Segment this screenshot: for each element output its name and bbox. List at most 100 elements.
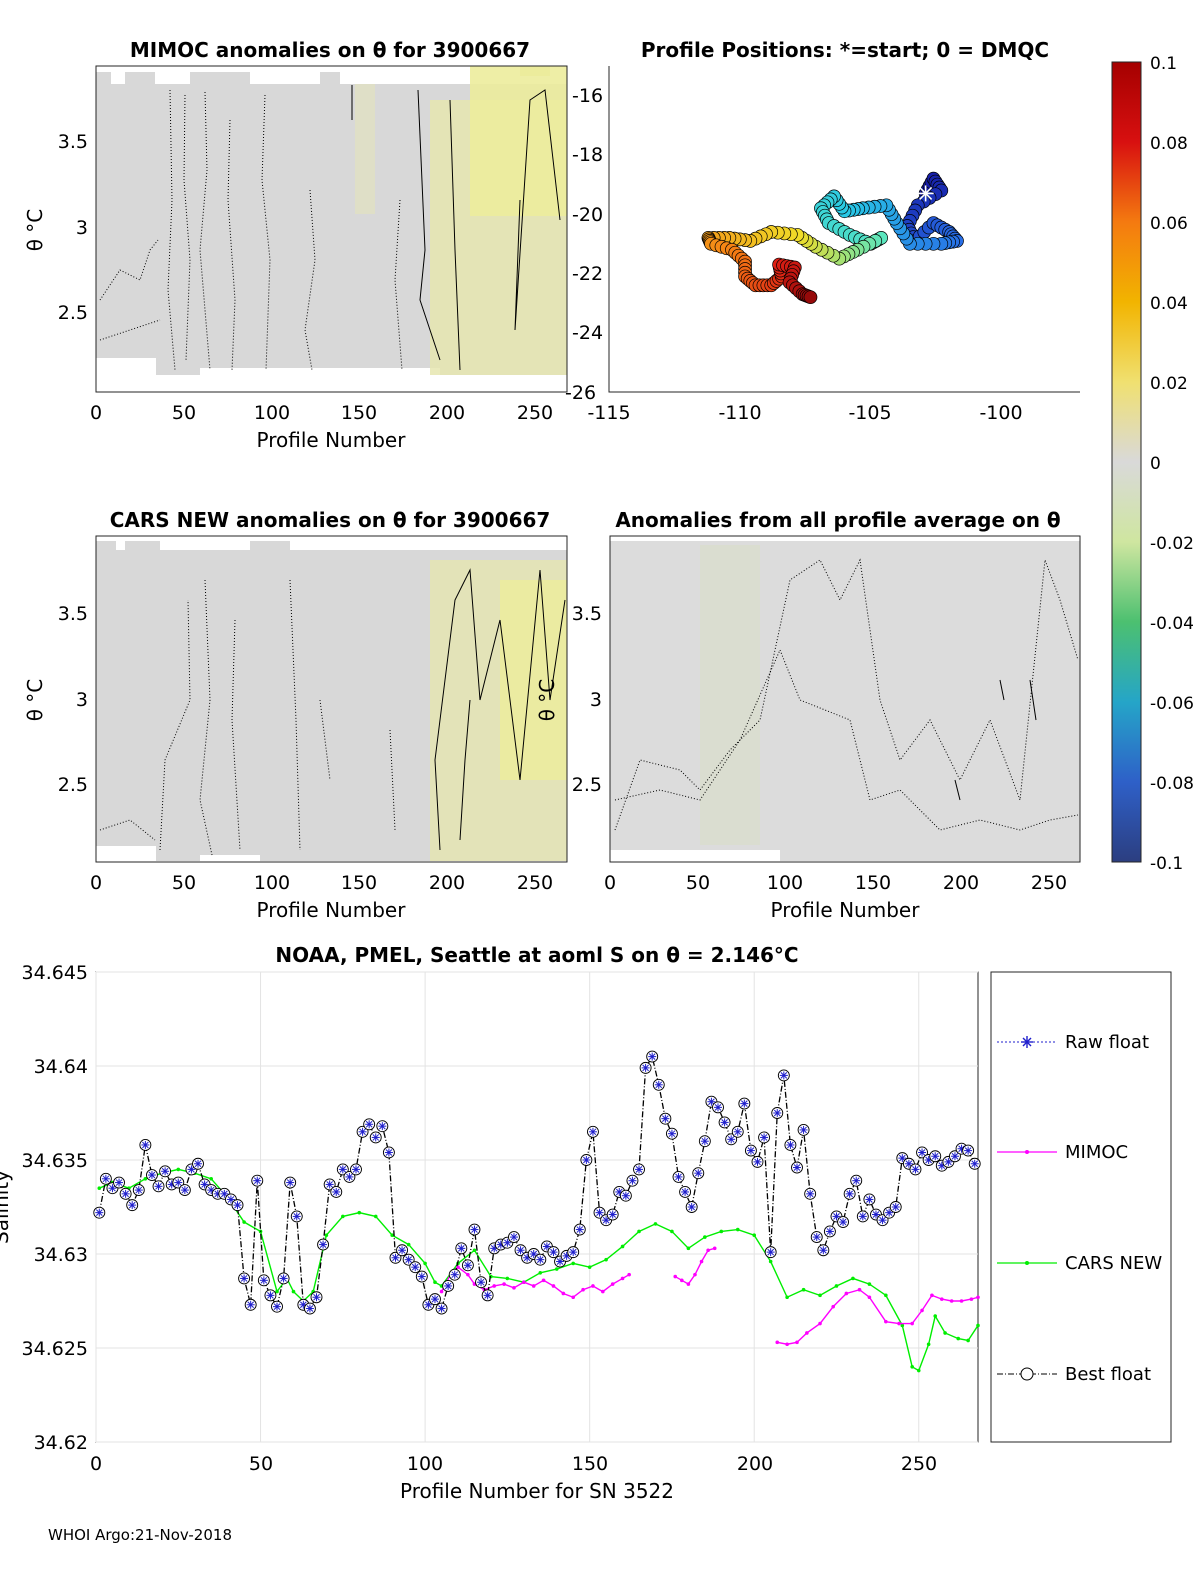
avg-xticks: 0 50 100 150 200 250 xyxy=(604,872,1067,894)
mimoc-point xyxy=(673,1274,678,1279)
svg-text:3: 3 xyxy=(590,689,602,711)
best-point xyxy=(429,1293,441,1306)
best-point xyxy=(573,1223,586,1236)
cars-point xyxy=(703,1235,707,1239)
best-point xyxy=(481,1289,494,1302)
cars-point xyxy=(719,1229,724,1234)
positions-axes xyxy=(608,66,1080,393)
svg-text:-0.02: -0.02 xyxy=(1150,534,1194,554)
svg-text:34.645: 34.645 xyxy=(22,962,88,984)
avg-title: Anomalies from all profile average on θ xyxy=(615,508,1060,532)
mimoc-point xyxy=(591,1284,595,1288)
best-point xyxy=(99,1172,112,1185)
best-point xyxy=(402,1253,415,1266)
mimoc-point xyxy=(680,1278,684,1283)
cars-point xyxy=(653,1222,658,1226)
mimoc-point xyxy=(920,1308,924,1313)
mimoc-point xyxy=(561,1291,566,1296)
best-point xyxy=(731,1125,744,1138)
cars-ylabel: θ °C xyxy=(23,679,47,722)
best-point xyxy=(152,1180,165,1193)
mimoc-point xyxy=(884,1319,888,1324)
best-point xyxy=(659,1112,672,1125)
best-point xyxy=(290,1210,303,1223)
mimoc-point xyxy=(857,1287,862,1292)
best-point xyxy=(343,1170,356,1183)
best-point xyxy=(468,1223,481,1236)
best-point xyxy=(863,1193,876,1206)
cars-point xyxy=(554,1267,559,1271)
cars-point xyxy=(291,1289,296,1294)
mimoc-point xyxy=(502,1282,506,1286)
avg-xlabel: Profile Number xyxy=(771,898,921,922)
cars-xlabel: Profile Number xyxy=(257,898,407,922)
best-point xyxy=(119,1187,132,1200)
cars-heatmap xyxy=(96,536,567,861)
mimoc-point xyxy=(686,1282,691,1286)
mimoc-point xyxy=(969,1297,974,1301)
mimoc-xticks: 0 50 100 150 200 250 xyxy=(90,402,553,424)
svg-text:0: 0 xyxy=(90,872,102,894)
mimoc-point xyxy=(785,1342,789,1347)
best-point xyxy=(685,1201,698,1213)
salinity-legend: Raw float MIMOC CARS NEW Best float xyxy=(990,971,1172,1443)
best-point xyxy=(823,1225,836,1238)
best-point xyxy=(633,1163,645,1176)
cars-point xyxy=(242,1220,246,1224)
mimoc-point xyxy=(805,1331,809,1335)
star-stroke xyxy=(919,186,933,201)
cars-point xyxy=(851,1276,855,1281)
dot-icon xyxy=(1025,1150,1029,1154)
cars-point xyxy=(910,1365,914,1369)
svg-text:0: 0 xyxy=(1150,454,1161,474)
best-point xyxy=(639,1061,652,1074)
cars-point xyxy=(834,1284,839,1288)
best-point xyxy=(652,1078,665,1091)
cars-point xyxy=(966,1338,970,1343)
best-point xyxy=(876,1214,889,1227)
svg-text:-16: -16 xyxy=(572,85,603,107)
best-point xyxy=(93,1206,106,1219)
cars-point xyxy=(956,1336,961,1341)
cars-panel: CARS NEW anomalies on θ for 3900667 0 50… xyxy=(23,508,568,922)
mimoc-point xyxy=(959,1299,964,1303)
legend-mimoc: MIMOC xyxy=(997,1142,1128,1163)
avg-axes-box xyxy=(609,535,1081,863)
mimoc-point xyxy=(844,1291,849,1296)
mimoc-point xyxy=(581,1287,585,1292)
salinity-title: NOAA, PMEL, Seattle at aoml S on θ = 2.1… xyxy=(275,943,798,967)
salinity-xticks: 0 50 100 150 200 250 xyxy=(90,1453,937,1475)
best-point xyxy=(508,1231,520,1244)
best-point xyxy=(363,1118,376,1131)
salinity-yticks: 34.62 34.625 34.63 34.635 34.64 34.645 xyxy=(22,962,88,1454)
svg-text:2.5: 2.5 xyxy=(58,774,88,796)
best-point xyxy=(257,1274,270,1287)
best-point xyxy=(251,1174,264,1187)
best-point xyxy=(126,1199,139,1212)
cars-point xyxy=(686,1246,691,1251)
cars-point xyxy=(752,1233,757,1237)
svg-text:150: 150 xyxy=(341,872,377,894)
svg-text:-26: -26 xyxy=(565,382,596,404)
cars-point xyxy=(406,1242,411,1247)
mimoc-point xyxy=(775,1340,780,1345)
svg-text:-0.04: -0.04 xyxy=(1150,614,1194,634)
svg-text:0.06: 0.06 xyxy=(1150,214,1188,234)
cars-point xyxy=(209,1177,213,1181)
best-point xyxy=(698,1135,711,1148)
best-point xyxy=(567,1246,580,1259)
cars-point xyxy=(768,1259,773,1264)
best-point xyxy=(810,1231,823,1244)
svg-text:0: 0 xyxy=(604,872,616,894)
svg-text:200: 200 xyxy=(429,402,465,424)
svg-text:0: 0 xyxy=(90,402,102,424)
best-point xyxy=(751,1155,764,1168)
cars-point xyxy=(505,1276,510,1281)
salinity-ylabel: Salinity xyxy=(0,1170,13,1244)
best-point xyxy=(744,1144,757,1157)
best-point xyxy=(132,1184,145,1197)
best-point xyxy=(303,1302,316,1315)
best-point xyxy=(593,1206,606,1219)
best-point xyxy=(514,1244,527,1257)
best-point xyxy=(277,1272,290,1285)
